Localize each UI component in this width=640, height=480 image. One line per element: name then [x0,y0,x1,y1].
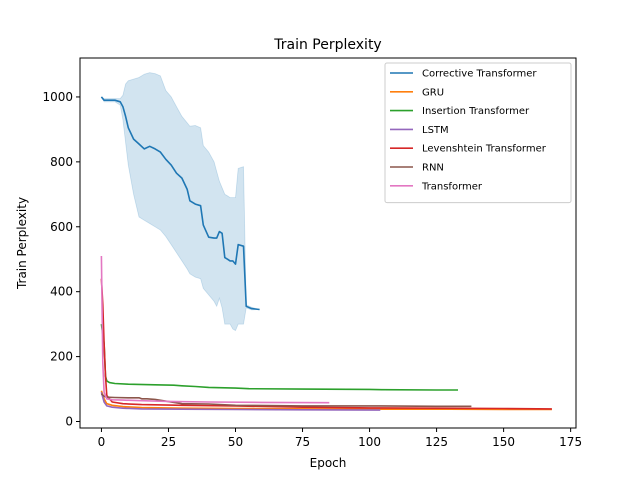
legend-label: Transformer [421,181,483,192]
x-tick-label: 0 [98,435,106,449]
y-axis-ticks: 0 200 400 600 800 1000 [42,90,80,429]
y-tick-label: 800 [50,155,73,169]
plot-frame [79,57,577,429]
y-axis-label: Train Perplexity [15,197,29,290]
legend-label: GRU [422,87,444,98]
x-tick-label: 50 [228,435,243,449]
legend-label: Insertion Transformer [422,106,530,117]
y-tick-label: 1000 [42,90,73,104]
y-tick-label: 200 [50,350,73,364]
series-line [100,390,552,411]
chart-title: Train Perplexity [273,37,381,53]
series-line [100,96,260,311]
series-line [100,392,381,411]
legend: Corrective Transformer GRU Insertion Trans… [384,62,572,204]
series-line [100,255,330,404]
x-tick-label: 100 [358,435,381,449]
legend-label: LSTM [422,125,449,136]
series-layer [100,96,552,411]
x-tick-label: 125 [425,435,448,449]
series-line [100,278,552,410]
series-line [100,393,472,408]
x-tick-label: 75 [295,435,310,449]
x-tick-label: 175 [559,435,582,449]
x-tick-label: 150 [492,435,515,449]
legend-label: Corrective Transformer [422,69,537,80]
legend-box [384,62,572,204]
legend-label: RNN [422,163,444,174]
x-tick-label: 25 [161,435,176,449]
x-axis-ticks: 0 25 50 75 100 125 150 175 [98,428,582,449]
legend-label: Levenshtein Transformer [422,144,547,155]
y-tick-label: 600 [50,220,73,234]
series-line [100,323,458,391]
y-tick-label: 0 [65,415,73,429]
y-tick-label: 400 [50,285,73,299]
x-axis-label: Epoch [310,456,347,470]
